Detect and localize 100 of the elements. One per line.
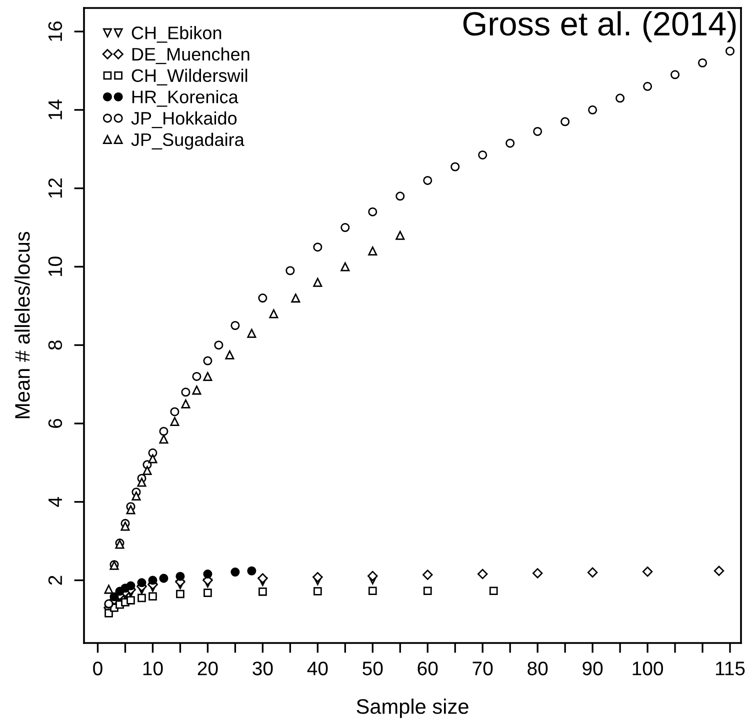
point <box>120 522 130 531</box>
point <box>258 573 268 584</box>
x-tick-label: 70 <box>472 662 493 676</box>
point <box>138 594 146 602</box>
y-tick-label: 10 <box>48 256 62 276</box>
point <box>170 407 180 416</box>
point <box>159 434 168 444</box>
x-tick-label: 100 <box>632 662 663 676</box>
point <box>148 576 158 585</box>
point <box>192 372 202 381</box>
legend-label: DE_Muenchen <box>132 47 250 64</box>
point <box>313 278 322 287</box>
point <box>159 574 168 583</box>
point <box>230 320 240 330</box>
point <box>203 570 212 579</box>
point <box>368 586 377 596</box>
point <box>104 584 114 594</box>
point <box>204 588 212 597</box>
point <box>312 572 323 582</box>
point <box>396 230 405 240</box>
point <box>291 294 300 303</box>
legend-label: CH_Ebikon <box>132 26 222 43</box>
y-tick-label: 12 <box>48 178 62 198</box>
point <box>340 262 350 272</box>
point <box>616 94 625 103</box>
point <box>230 568 240 577</box>
y-tick-label: 2 <box>48 576 62 585</box>
point <box>587 567 598 578</box>
annotation: Gross et al. (2014) <box>463 11 736 42</box>
x-tick-label: 0 <box>93 662 102 676</box>
x-tick-label: 40 <box>307 662 328 676</box>
x-tick-label: 50 <box>362 662 383 676</box>
x-tick-label: 60 <box>418 662 438 676</box>
point <box>588 105 598 114</box>
legend-label: CH_Wilderswil <box>132 68 248 86</box>
point <box>725 46 735 56</box>
point <box>176 590 184 598</box>
point <box>192 386 202 395</box>
point <box>170 417 180 426</box>
point <box>423 586 432 596</box>
point <box>126 581 136 590</box>
point <box>478 150 488 160</box>
point <box>396 192 405 201</box>
y-tick-label: 14 <box>48 100 62 120</box>
point <box>313 587 322 596</box>
point <box>214 340 224 350</box>
point <box>148 454 158 464</box>
point <box>714 566 724 576</box>
point <box>368 246 378 256</box>
point <box>225 350 234 360</box>
point <box>258 587 267 596</box>
y-tick-label: 4 <box>48 497 62 507</box>
x-tick-label: 80 <box>528 662 548 676</box>
point <box>642 566 653 577</box>
point <box>532 568 543 578</box>
point <box>181 399 190 408</box>
point <box>368 207 378 216</box>
y-tick-label: 6 <box>48 418 62 428</box>
point <box>126 505 136 514</box>
point <box>422 570 433 580</box>
point <box>247 328 256 338</box>
x-tick-label: 30 <box>252 662 273 676</box>
point <box>450 162 460 172</box>
y-tick-label: 16 <box>48 22 62 41</box>
point <box>126 596 135 604</box>
point <box>148 592 157 601</box>
point <box>698 58 708 68</box>
point <box>247 566 256 576</box>
legend-label: HR_Korenica <box>132 90 238 107</box>
point <box>477 568 488 580</box>
x-tick-label: 10 <box>143 662 163 676</box>
point <box>137 578 146 588</box>
point <box>643 82 652 91</box>
point <box>506 138 515 148</box>
point <box>533 126 542 136</box>
point <box>181 388 190 397</box>
point <box>269 309 278 318</box>
legend-label: JP_Sugadaira <box>131 132 244 150</box>
point <box>176 572 185 581</box>
point <box>670 70 680 80</box>
point <box>423 176 432 185</box>
point <box>142 466 152 476</box>
x-tick-label: 115 <box>716 662 745 676</box>
x-tick-label: 90 <box>582 662 603 676</box>
point <box>313 242 322 252</box>
point <box>560 117 570 126</box>
point <box>137 478 146 487</box>
point <box>159 426 168 436</box>
y-axis-title: Mean # alleles/locus <box>14 232 30 418</box>
x-axis-title: Sample size <box>356 698 468 718</box>
x-tick-label: 20 <box>198 662 218 676</box>
point <box>286 266 295 276</box>
point <box>340 222 350 232</box>
y-tick-label: 8 <box>48 340 62 350</box>
point <box>368 570 378 582</box>
point <box>258 294 268 303</box>
point <box>132 491 141 501</box>
legend-label: JP_Hokkaido <box>131 111 237 128</box>
point <box>489 586 498 596</box>
point <box>203 356 212 366</box>
